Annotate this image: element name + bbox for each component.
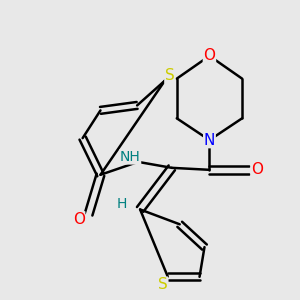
Text: O: O <box>73 212 85 227</box>
Text: H: H <box>117 197 128 212</box>
Text: O: O <box>203 48 215 63</box>
Text: O: O <box>251 162 263 177</box>
Text: N: N <box>204 133 215 148</box>
Text: S: S <box>158 277 168 292</box>
Text: S: S <box>165 68 175 83</box>
Text: NH: NH <box>120 150 141 164</box>
